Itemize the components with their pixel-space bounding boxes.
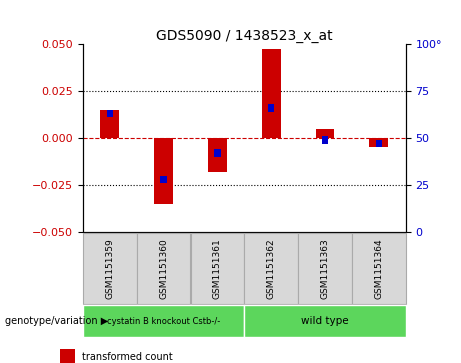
Bar — [376, 140, 382, 147]
Text: GSM1151359: GSM1151359 — [106, 238, 114, 299]
FancyBboxPatch shape — [244, 305, 406, 337]
FancyBboxPatch shape — [352, 233, 406, 304]
Text: GSM1151362: GSM1151362 — [267, 238, 276, 299]
Bar — [106, 110, 113, 117]
FancyBboxPatch shape — [298, 233, 352, 304]
Text: genotype/variation ▶: genotype/variation ▶ — [5, 316, 108, 326]
Bar — [100, 110, 119, 138]
Bar — [214, 149, 221, 157]
Bar — [262, 49, 281, 138]
Text: transformed count: transformed count — [82, 352, 173, 362]
Text: wild type: wild type — [301, 316, 349, 326]
FancyBboxPatch shape — [137, 233, 190, 304]
Text: cystatin B knockout Cstb-/-: cystatin B knockout Cstb-/- — [107, 317, 220, 326]
Bar — [322, 136, 328, 144]
Title: GDS5090 / 1438523_x_at: GDS5090 / 1438523_x_at — [156, 29, 333, 42]
Bar — [160, 176, 167, 183]
Text: GSM1151360: GSM1151360 — [159, 238, 168, 299]
Text: GSM1151364: GSM1151364 — [374, 238, 383, 299]
Bar — [316, 129, 334, 138]
FancyBboxPatch shape — [83, 305, 244, 337]
Bar — [369, 138, 388, 147]
Bar — [154, 138, 173, 204]
FancyBboxPatch shape — [83, 233, 137, 304]
FancyBboxPatch shape — [244, 233, 298, 304]
Bar — [60, 349, 75, 363]
FancyBboxPatch shape — [190, 233, 244, 304]
Text: GSM1151363: GSM1151363 — [320, 238, 330, 299]
Text: GSM1151361: GSM1151361 — [213, 238, 222, 299]
Bar — [208, 138, 227, 172]
Bar — [268, 104, 274, 111]
